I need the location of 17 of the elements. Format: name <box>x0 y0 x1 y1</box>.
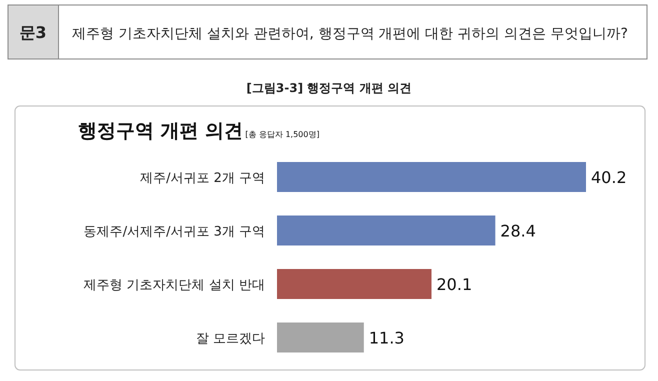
chart-subtitle: [총 응답자 1,500명] <box>245 130 320 139</box>
y-tick-label: 제주/서귀포 2개 구역 <box>140 171 265 186</box>
bar <box>277 322 364 352</box>
bar <box>277 162 586 192</box>
bar <box>277 216 496 246</box>
text: 문3 <box>19 23 47 42</box>
chart-title: 행정구역 개편 의견 <box>78 120 244 142</box>
bar <box>277 269 432 299</box>
y-tick-label: 잘 모르겠다 <box>196 332 265 346</box>
text: 제주형 기초자치단체 설치와 관련하여, 행정구역 개편에 대한 귀하의 의견은 무엇입니까? <box>72 26 628 42</box>
data-label: 40.2 <box>591 168 627 187</box>
y-tick-label: 제주형 기초자치단체 설치 반대 <box>84 278 265 293</box>
y-tick-label: 동제주/서제주/서귀포 3개 구역 <box>84 224 265 240</box>
data-label: 20.1 <box>436 275 472 294</box>
text: [그림3-3] 행정구역 개편 의견 <box>246 81 412 95</box>
data-label: 11.3 <box>368 328 404 348</box>
data-label: 28.4 <box>500 222 536 240</box>
